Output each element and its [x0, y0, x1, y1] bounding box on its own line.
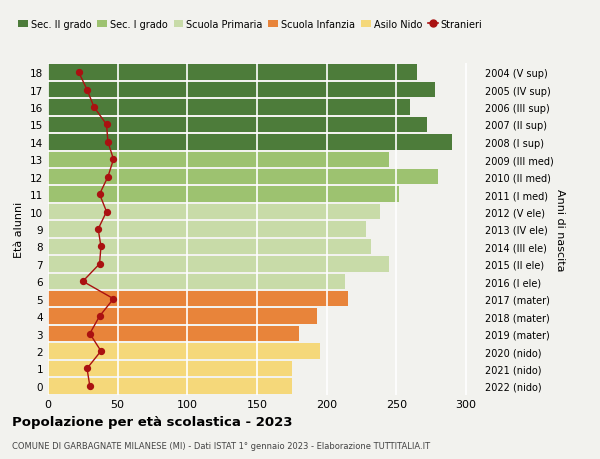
Point: [102, 208, 112, 216]
Point: [96, 347, 106, 355]
Bar: [48, 83, 436, 98]
Text: Popolazione per età scolastica - 2023: Popolazione per età scolastica - 2023: [12, 415, 293, 428]
Point: [109, 156, 118, 163]
Point: [109, 296, 118, 303]
Bar: [48, 361, 292, 376]
Legend: Sec. II grado, Sec. I grado, Scuola Primaria, Scuola Infanzia, Asilo Nido, Stran: Sec. II grado, Sec. I grado, Scuola Prim…: [19, 20, 482, 29]
Point: [82, 365, 92, 372]
Bar: [48, 100, 410, 115]
Bar: [48, 257, 389, 272]
Point: [103, 139, 113, 146]
Point: [96, 243, 106, 251]
Bar: [48, 65, 417, 81]
Y-axis label: Età alunni: Età alunni: [14, 202, 25, 257]
Point: [82, 87, 92, 94]
Point: [78, 278, 88, 285]
Bar: [48, 326, 299, 341]
Y-axis label: Anni di nascita: Anni di nascita: [555, 188, 565, 271]
Bar: [48, 274, 345, 289]
Point: [103, 174, 113, 181]
Bar: [48, 204, 380, 220]
Point: [95, 191, 104, 198]
Point: [95, 313, 104, 320]
Point: [85, 382, 95, 390]
Point: [74, 69, 83, 77]
Text: COMUNE DI GARBAGNATE MILANESE (MI) - Dati ISTAT 1° gennaio 2023 - Elaborazione T: COMUNE DI GARBAGNATE MILANESE (MI) - Dat…: [12, 441, 430, 450]
Bar: [48, 344, 320, 359]
Bar: [48, 309, 317, 324]
Bar: [48, 118, 427, 133]
Bar: [48, 152, 389, 168]
Bar: [48, 187, 399, 202]
Point: [102, 122, 112, 129]
Point: [89, 104, 99, 112]
Point: [85, 330, 95, 337]
Bar: [48, 378, 292, 394]
Point: [94, 226, 103, 233]
Bar: [48, 222, 366, 237]
Bar: [48, 135, 452, 150]
Bar: [48, 239, 371, 255]
Point: [95, 261, 104, 268]
Bar: [48, 291, 347, 307]
Bar: [48, 170, 438, 185]
